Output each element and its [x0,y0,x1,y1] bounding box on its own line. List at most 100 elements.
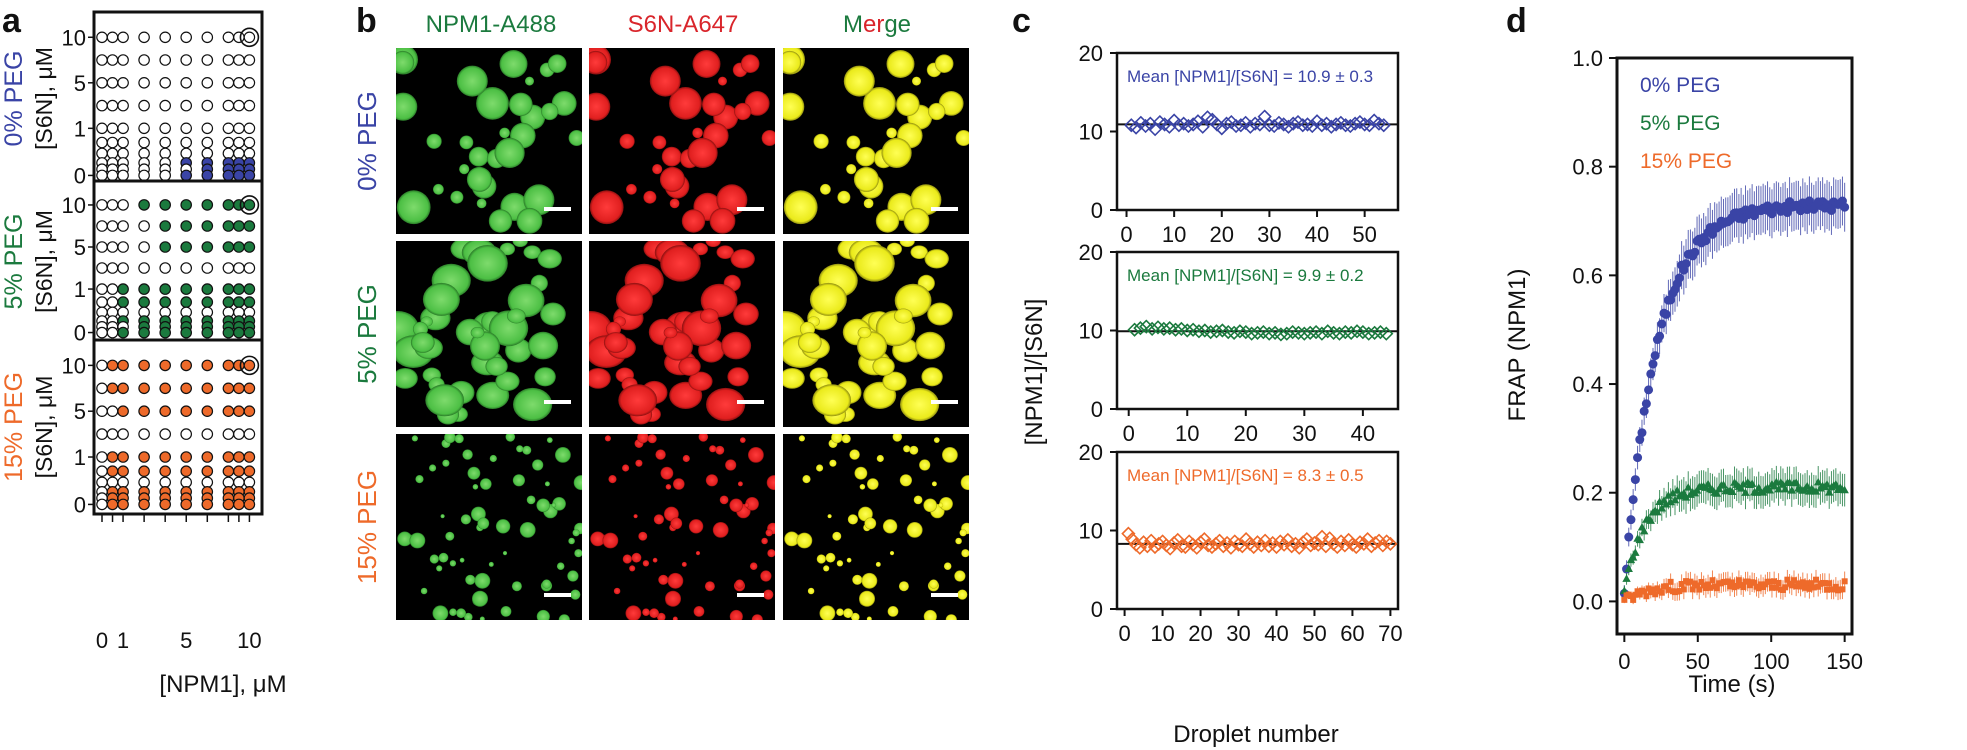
data-point [1292,540,1307,555]
droplet [474,572,491,589]
x-tick-label: 50 [1352,222,1376,247]
phase-point [96,428,108,440]
droplet [468,146,489,167]
y-tick-label: 1 [74,277,86,302]
data-point [1271,115,1287,130]
phase-point [106,241,119,253]
data-point [1633,453,1643,463]
data-point [1125,532,1140,547]
panel-b-title-npm1: NPM1-A488 [426,11,557,38]
droplet [396,368,418,389]
data-point [1376,118,1391,133]
phase-point [159,199,171,211]
highlight-ring [239,27,260,48]
droplet [546,437,553,443]
droplet [929,579,939,589]
droplet [429,464,437,472]
data-point [1348,116,1363,131]
phase-point [117,220,129,232]
data-point [1163,541,1178,556]
phase-point [233,405,245,417]
scale-bar [544,400,571,404]
phase-point [233,326,245,339]
droplet [410,332,435,353]
phase-point [106,31,119,44]
phase-point [180,199,192,211]
droplet [450,190,464,204]
data-point [1621,596,1628,603]
phase-point [106,199,119,211]
phase-point [243,382,256,395]
micrograph-s6n-row-2 [589,434,775,620]
phase-point [117,31,129,44]
droplet [429,554,439,564]
x-tick-label: 60 [1340,621,1364,646]
data-point [1626,515,1636,525]
droplet [695,551,701,556]
droplet [832,531,842,541]
phase-point [96,147,108,160]
droplet [433,183,444,195]
droplet [470,331,500,361]
data-point [1631,548,1640,556]
data-point [1821,580,1828,587]
phase-point [233,241,245,253]
phase-point [201,476,214,489]
data-point [1343,118,1358,134]
row-label: 15% PEG [352,470,382,584]
droplet [642,560,650,567]
scale-bar [737,400,764,404]
droplet [823,565,830,572]
droplet [761,130,775,146]
phase-point [138,476,150,489]
phase-point [201,122,214,135]
phase-point [222,283,235,295]
phase-point [201,147,214,160]
data-point [1641,399,1651,409]
phase-point [243,122,256,135]
phase-point [243,262,256,274]
droplet [425,384,465,417]
phase-point [138,31,150,44]
droplet [449,560,457,567]
phase-point [201,326,214,339]
droplet [913,495,923,505]
data-point [1795,580,1802,587]
data-point [1244,326,1259,341]
droplet [709,445,717,453]
droplet [719,495,729,505]
droplet [702,92,726,117]
x-tick-label: 1 [117,628,129,653]
droplet [898,581,909,592]
droplet [532,459,544,471]
droplet [544,481,550,487]
data-point [1209,324,1224,339]
phase-point [243,136,256,149]
data-point [1181,118,1196,134]
phase-point [180,451,192,463]
ratio-plot-0: Mean [NPM1]/[S6N] = 10.9 ± 0.3 0 10 20 0 10 20… [1079,41,1400,247]
x-tick-label: 20 [1188,621,1212,646]
droplet [886,242,903,256]
droplet [704,581,715,592]
droplet [573,475,582,491]
data-point [1775,579,1782,586]
phase-point [233,54,245,66]
phase-point [201,359,214,372]
droplet [655,449,666,460]
phase-point [138,147,150,160]
phase-point [243,359,256,372]
phase-point [106,405,119,417]
data-point [1285,324,1300,340]
droplet [734,102,752,121]
droplet [534,367,556,387]
phase-point [138,54,150,66]
phase-point [201,296,214,308]
micrograph-npm1-row-0 [396,48,582,234]
phase-point [243,54,256,66]
phase-point [106,283,119,295]
phase-point [96,262,108,274]
phase-point [117,199,129,211]
phase-point [117,476,129,489]
